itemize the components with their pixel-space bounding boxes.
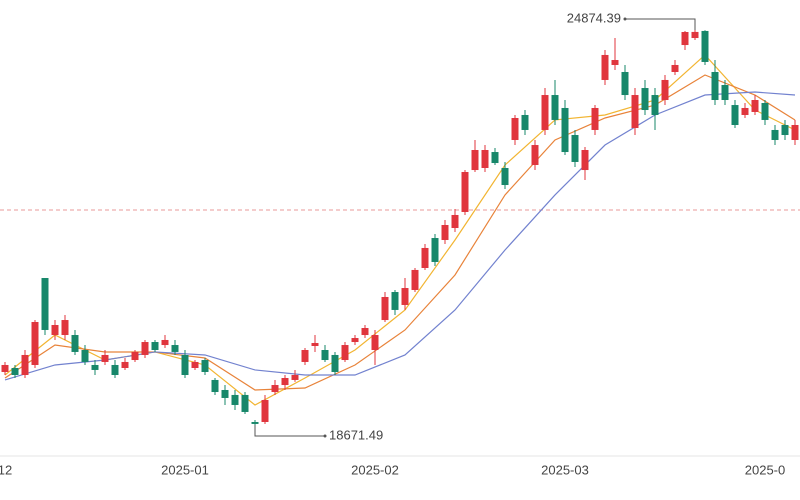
candle-body bbox=[581, 150, 589, 171]
candle-body bbox=[51, 325, 59, 336]
candle-body bbox=[221, 389, 229, 398]
candle-body bbox=[561, 107, 569, 153]
candle-body bbox=[161, 339, 169, 346]
candle-body bbox=[91, 364, 99, 370]
candle-body bbox=[741, 107, 749, 115]
candle-body bbox=[731, 105, 739, 125]
candle-body bbox=[751, 100, 759, 112]
pointer-dot bbox=[623, 17, 627, 21]
candle-body bbox=[71, 335, 79, 352]
candle-body bbox=[271, 385, 279, 393]
candle-body bbox=[291, 375, 299, 380]
candle-body bbox=[441, 225, 449, 240]
candle-body bbox=[481, 150, 489, 168]
max-pointer bbox=[625, 18, 696, 31]
candle-body bbox=[181, 354, 189, 375]
candle-body bbox=[61, 320, 69, 336]
candle-body bbox=[171, 345, 179, 352]
min-label: 18671.49 bbox=[329, 427, 383, 442]
candle-body bbox=[191, 361, 199, 368]
candle-body bbox=[621, 71, 629, 96]
candle-body bbox=[591, 107, 599, 130]
candle-body bbox=[121, 361, 129, 368]
candle-body bbox=[381, 296, 389, 321]
candle-body bbox=[261, 400, 269, 422]
candle-body bbox=[491, 152, 499, 164]
candle-body bbox=[101, 354, 109, 362]
candle-body bbox=[131, 351, 139, 361]
candle-body bbox=[241, 394, 249, 412]
x-tick-label: 2025-02 bbox=[351, 462, 399, 477]
candle-body bbox=[281, 378, 289, 386]
candle-body bbox=[601, 54, 609, 80]
candle-body bbox=[111, 364, 119, 375]
candle-body bbox=[301, 350, 309, 362]
candle-body bbox=[411, 269, 419, 290]
candle-body bbox=[81, 350, 89, 362]
max-label: 24874.39 bbox=[567, 10, 621, 25]
candle-body bbox=[21, 354, 29, 375]
candle-body bbox=[321, 350, 329, 361]
x-tick-label: 2025-03 bbox=[541, 462, 589, 477]
moving-average-line bbox=[4, 91, 796, 381]
candle-body bbox=[461, 171, 469, 212]
candle-body bbox=[201, 360, 209, 372]
candle-body bbox=[771, 129, 779, 140]
candle-body bbox=[231, 394, 239, 405]
candle-body bbox=[791, 125, 799, 140]
candle-body bbox=[721, 85, 729, 100]
x-tick-label: 12 bbox=[0, 462, 12, 477]
candle-body bbox=[341, 345, 349, 361]
x-tick-label: 2025-01 bbox=[161, 462, 209, 477]
candle-body bbox=[451, 214, 459, 229]
candle-body bbox=[681, 32, 689, 46]
candle-body bbox=[711, 71, 719, 100]
candle-body bbox=[431, 238, 439, 262]
candle-body bbox=[631, 95, 639, 129]
candle-body bbox=[31, 321, 39, 365]
candle-body bbox=[571, 135, 579, 162]
candle-body bbox=[651, 95, 659, 115]
candle-body bbox=[671, 64, 679, 72]
candle-body bbox=[41, 278, 49, 330]
candle-body bbox=[361, 328, 369, 336]
candle-body bbox=[471, 150, 479, 171]
candle-body bbox=[761, 103, 769, 120]
candle-body bbox=[541, 95, 549, 130]
pointer-dot bbox=[323, 434, 327, 438]
candle-body bbox=[661, 79, 669, 100]
candle-body bbox=[351, 338, 359, 343]
moving-average-line bbox=[4, 74, 796, 391]
min-pointer bbox=[254, 424, 325, 437]
candle-body bbox=[641, 88, 649, 111]
x-tick-label: 2025-0 bbox=[745, 462, 785, 477]
candle-body bbox=[531, 145, 539, 165]
candle-body bbox=[521, 114, 529, 130]
candle-body bbox=[501, 167, 509, 186]
candle-body bbox=[11, 367, 19, 375]
candle-body bbox=[331, 354, 339, 372]
candle-body bbox=[551, 95, 559, 120]
candle-body bbox=[141, 342, 149, 355]
candle-body bbox=[781, 125, 789, 136]
candle-body bbox=[391, 292, 399, 310]
candle-body bbox=[211, 379, 219, 393]
candle-body bbox=[251, 421, 259, 424]
candle-body bbox=[701, 30, 709, 62]
candle-body bbox=[691, 31, 699, 39]
candle-body bbox=[371, 335, 379, 350]
candle-body bbox=[151, 342, 159, 350]
candle-body bbox=[1, 364, 9, 372]
candle-body bbox=[401, 288, 409, 305]
candle-body bbox=[421, 247, 429, 268]
candle-body bbox=[511, 117, 519, 140]
candle-body bbox=[311, 342, 319, 347]
candle-body bbox=[611, 60, 619, 65]
